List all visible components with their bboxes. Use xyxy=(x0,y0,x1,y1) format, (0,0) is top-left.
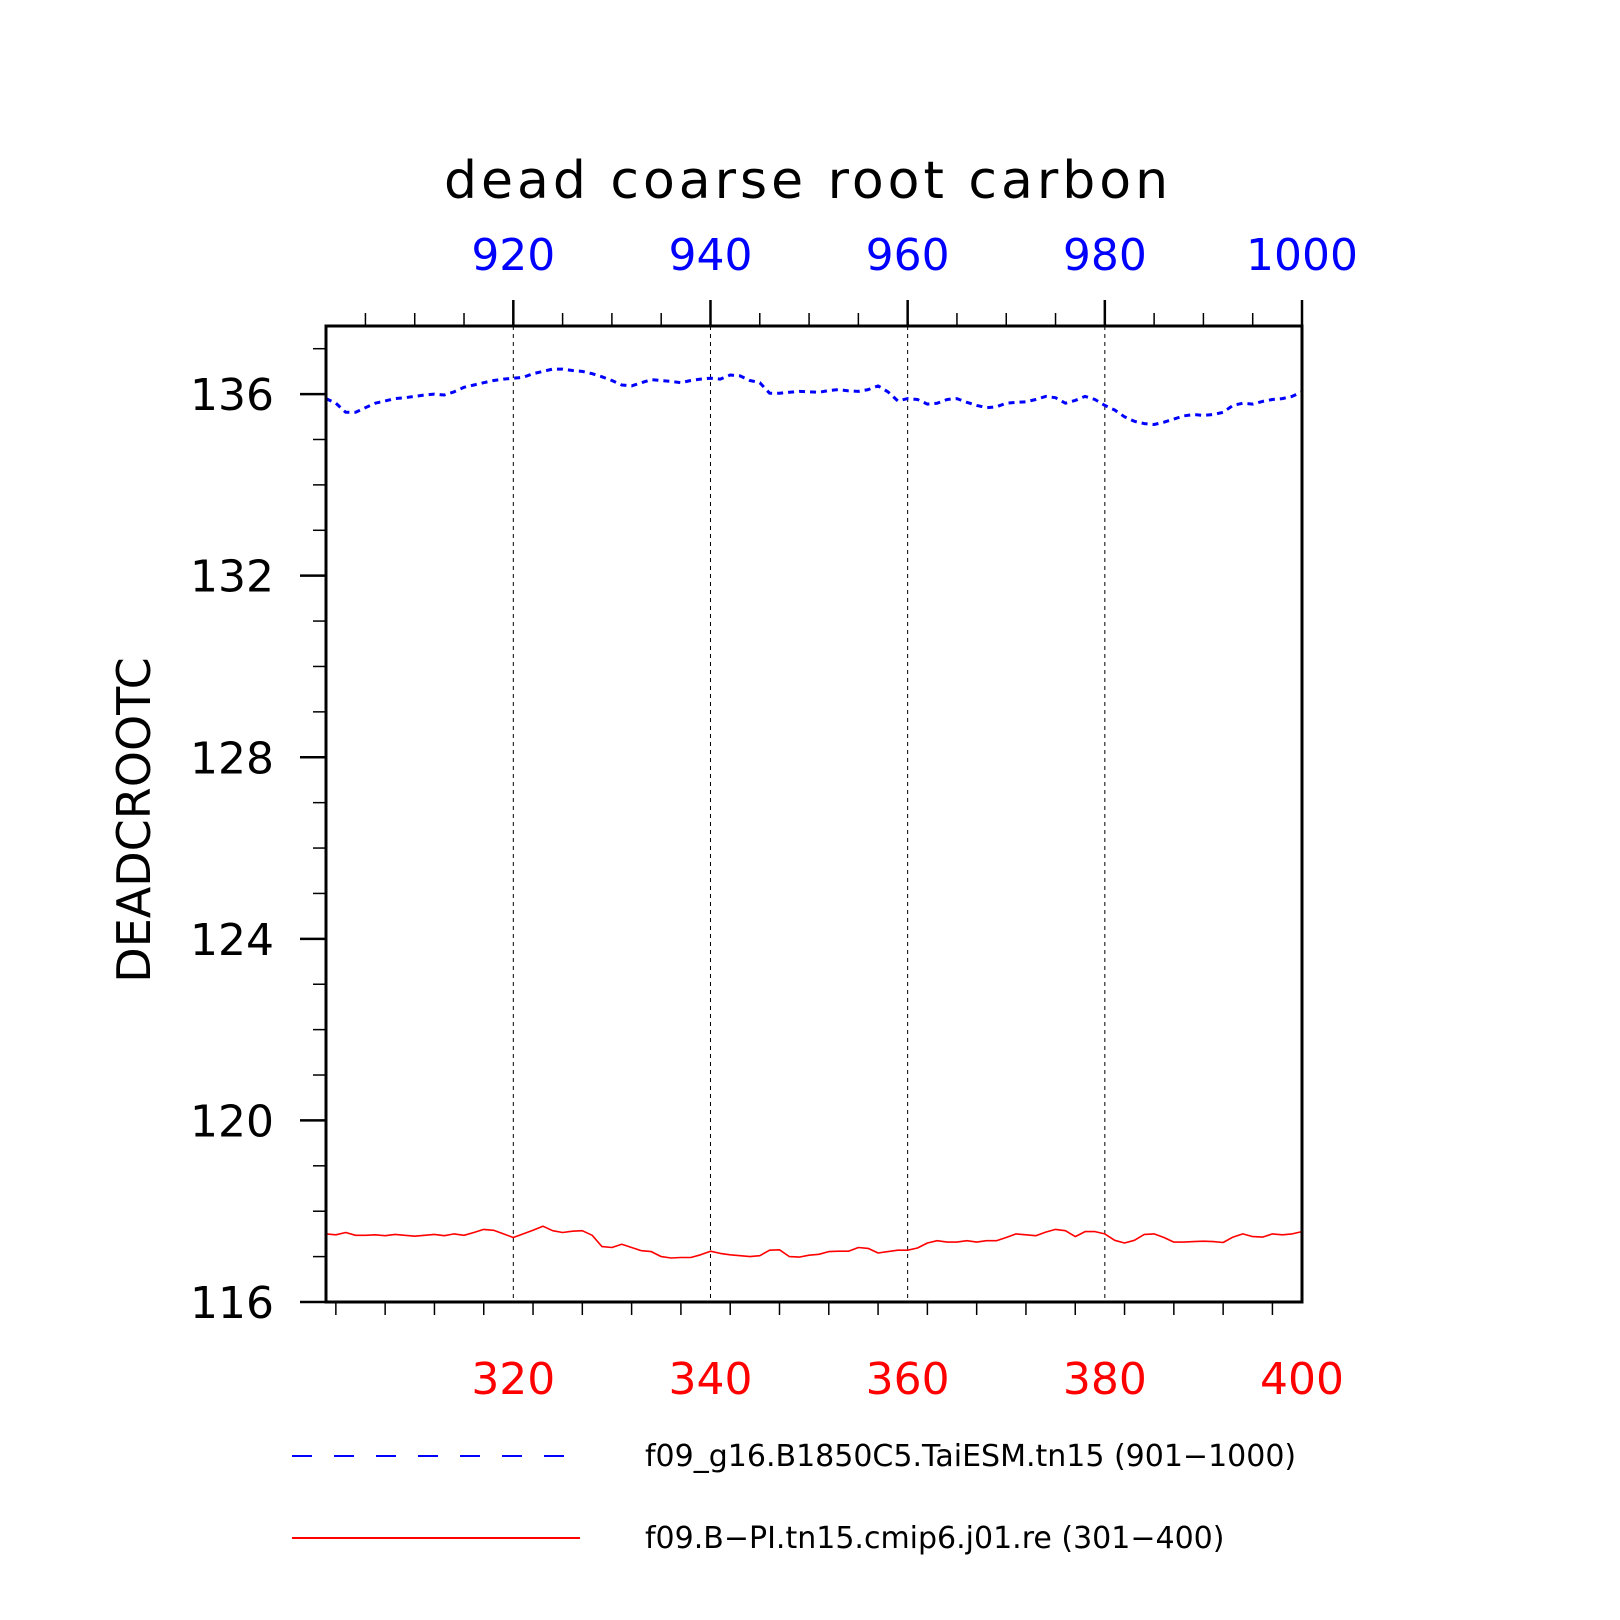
y-tick-label: 136 xyxy=(190,370,274,421)
legend-label-red: f09.B−PI.tn15.cmip6.j01.re (301−400) xyxy=(645,1521,1224,1556)
axes xyxy=(300,300,1304,1315)
y-axis-label: DEADCROOTC xyxy=(107,657,161,982)
series-lines xyxy=(325,367,1303,1259)
y-tick-label: 132 xyxy=(190,552,274,603)
x-top-tick-label: 980 xyxy=(1063,230,1147,281)
x-bottom-tick-label: 360 xyxy=(866,1354,950,1405)
x-bottom-tick-label: 320 xyxy=(471,1354,555,1405)
x-top-tick-label: 920 xyxy=(471,230,555,281)
y-tick-label: 120 xyxy=(190,1096,274,1147)
x-top-tick-label: 960 xyxy=(866,230,950,281)
legend: f09_g16.B1850C5.TaiESM.tn15 (901−1000) f… xyxy=(292,1439,1296,1556)
series-line xyxy=(325,367,1303,426)
grid-lines xyxy=(512,326,1106,1302)
y-tick-label: 116 xyxy=(190,1278,274,1329)
plot-frame xyxy=(324,324,1304,1304)
x-bottom-tick-label: 400 xyxy=(1260,1354,1344,1405)
y-tick-label: 128 xyxy=(190,733,274,784)
x-bottom-tick-label: 380 xyxy=(1063,1354,1147,1405)
x-top-tick-label: 1000 xyxy=(1246,230,1358,281)
x-bottom-tick-label: 340 xyxy=(668,1354,752,1405)
legend-label-blue: f09_g16.B1850C5.TaiESM.tn15 (901−1000) xyxy=(645,1439,1296,1474)
chart-title: dead coarse root carbon xyxy=(444,151,1172,211)
y-tick-label: 124 xyxy=(190,915,274,966)
tick-labels: 320 340 360 380 400 920 940 960 980 1000 116 120 124… xyxy=(190,230,1358,1405)
series-line xyxy=(325,1225,1303,1259)
x-top-tick-label: 940 xyxy=(668,230,752,281)
